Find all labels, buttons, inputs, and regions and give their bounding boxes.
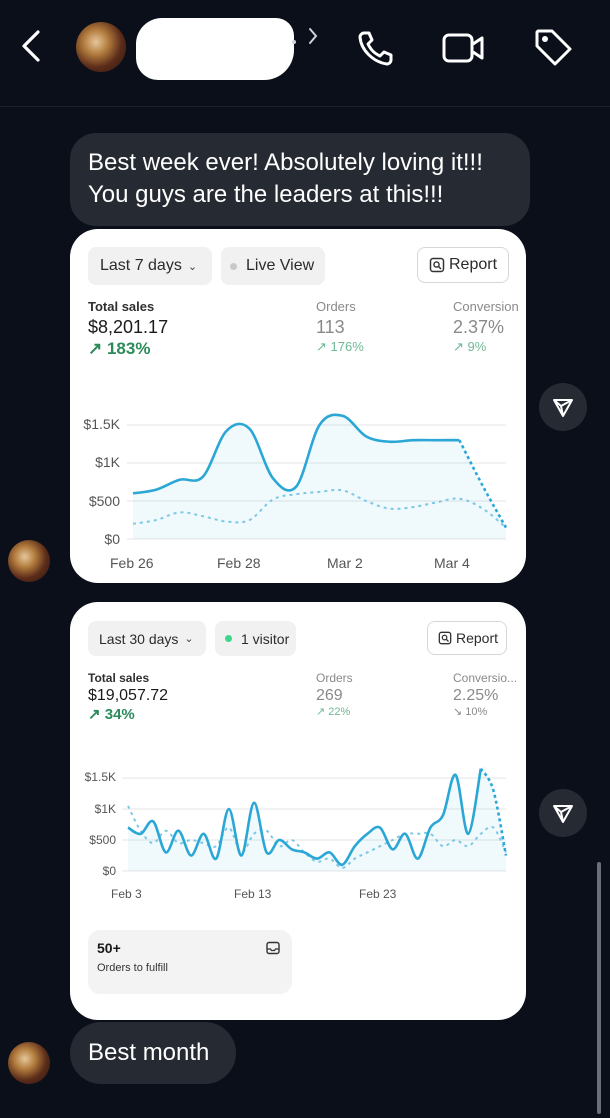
sales-series-line <box>127 768 483 867</box>
chevron-down-icon: ⌄ <box>187 260 198 273</box>
sales-chart-week <box>127 413 508 540</box>
y-tick: $0 <box>102 864 116 878</box>
chevron-down-icon: ⌄ <box>184 633 194 645</box>
message-text: Best week ever! Absolutely loving it!!! … <box>88 149 483 208</box>
live-view-label: Live View <box>246 257 315 274</box>
orders-value: 269 <box>316 687 343 704</box>
report-icon <box>429 257 445 273</box>
message-bubble[interactable]: Best week ever! Absolutely loving it!!! … <box>70 133 530 226</box>
visitor-button[interactable]: 1 visitor <box>215 621 296 656</box>
conversion-label: Conversio... <box>453 671 518 685</box>
x-tick: Feb 23 <box>359 887 397 901</box>
contact-avatar[interactable] <box>76 22 126 72</box>
total-sales-change-value: 34% <box>104 706 135 723</box>
y-tick: $1K <box>94 802 116 816</box>
status-dot <box>230 262 237 270</box>
report-button[interactable]: Report <box>417 247 509 283</box>
sales-card-month[interactable]: Last 30 days ⌄ 1 visitor Report Total sa… <box>70 602 526 1020</box>
date-range-selector[interactable]: Last 7 days ⌄ <box>88 247 212 285</box>
y-tick: $500 <box>88 493 120 509</box>
send-icon <box>553 399 573 417</box>
orders-change-value: 176% <box>330 339 364 354</box>
x-tick: Feb 26 <box>110 555 154 571</box>
visitor-label: 1 visitor <box>241 630 290 647</box>
y-tick: $1.5K <box>84 770 116 784</box>
conversion-change-value: 9% <box>467 339 487 354</box>
orders-to-fulfill-card[interactable]: 50+ Orders to fulfill <box>88 930 292 994</box>
contact-name-redacted[interactable] <box>136 18 294 80</box>
conversion-value: 2.37% <box>453 317 505 337</box>
series-area <box>133 414 506 539</box>
sales-series-projection <box>479 767 508 856</box>
send-icon <box>553 805 573 823</box>
live-view-button[interactable]: Live View <box>221 247 325 285</box>
chevron-right-icon[interactable] <box>306 26 320 46</box>
date-range-selector[interactable]: Last 30 days ⌄ <box>88 621 206 656</box>
inbox-icon <box>266 941 280 955</box>
conversion-label: Conversion <box>453 299 519 314</box>
fulfill-label: Orders to fulfill <box>97 962 168 974</box>
orders-change-value: 22% <box>328 706 351 718</box>
x-tick: Feb 28 <box>217 555 261 571</box>
conversion-value: 2.25% <box>453 687 499 704</box>
comparison-series-line <box>127 805 507 869</box>
chat-header <box>0 0 610 107</box>
total-sales-label: Total sales <box>88 671 150 685</box>
orders-label: Orders <box>316 671 353 685</box>
report-icon <box>438 631 452 645</box>
sender-avatar[interactable] <box>8 1042 50 1084</box>
orders-value: 113 <box>316 317 345 337</box>
fulfill-count: 50+ <box>97 940 121 956</box>
conversion-change: ↘ 10% <box>453 706 488 718</box>
sales-card-week[interactable]: Last 7 days ⌄ Live View Report Total sal… <box>70 229 526 583</box>
live-status-dot <box>225 635 232 642</box>
video-call-icon[interactable] <box>440 28 486 68</box>
report-label: Report <box>449 256 498 273</box>
back-arrow-icon[interactable] <box>18 28 48 64</box>
scrollbar[interactable] <box>597 862 601 1114</box>
report-label: Report <box>456 630 499 646</box>
date-range-label: Last 30 days <box>99 630 179 647</box>
sales-series-line <box>132 413 460 495</box>
total-sales-value: $19,057.72 <box>88 687 169 704</box>
sender-avatar[interactable] <box>8 540 50 582</box>
total-sales-change: ↗ 34% <box>88 706 135 723</box>
tag-icon[interactable] <box>532 26 574 68</box>
total-sales-change: ↗ 183% <box>88 339 151 358</box>
sales-chart-month <box>122 766 508 872</box>
y-tick: $1.5K <box>83 416 120 432</box>
phone-icon[interactable] <box>356 28 396 68</box>
total-sales-change-value: 183% <box>106 339 151 358</box>
series-area <box>128 766 506 871</box>
x-tick: Mar 4 <box>434 555 470 571</box>
report-button[interactable]: Report <box>427 621 507 655</box>
y-tick: $1K <box>95 454 120 470</box>
x-tick: Feb 13 <box>234 887 272 901</box>
total-sales-value: $8,201.17 <box>88 317 169 337</box>
conversion-change: ↗ 9% <box>453 339 487 354</box>
message-bubble[interactable]: Best month <box>70 1022 236 1084</box>
x-tick: Feb 3 <box>111 887 142 901</box>
share-button[interactable] <box>539 383 587 431</box>
share-button[interactable] <box>539 789 587 837</box>
date-range-label: Last 7 days <box>100 257 182 274</box>
y-tick: $0 <box>104 531 120 547</box>
total-sales-label: Total sales <box>88 299 155 314</box>
conversion-change-value: 10% <box>465 706 488 718</box>
message-text: Best month <box>88 1039 210 1066</box>
orders-change: ↗ 22% <box>316 706 351 718</box>
y-tick: $500 <box>89 833 116 847</box>
orders-label: Orders <box>316 299 356 314</box>
comparison-series-line <box>132 488 507 529</box>
x-tick: Mar 2 <box>327 555 363 571</box>
orders-change: ↗ 176% <box>316 339 364 354</box>
name-dot <box>292 40 296 44</box>
